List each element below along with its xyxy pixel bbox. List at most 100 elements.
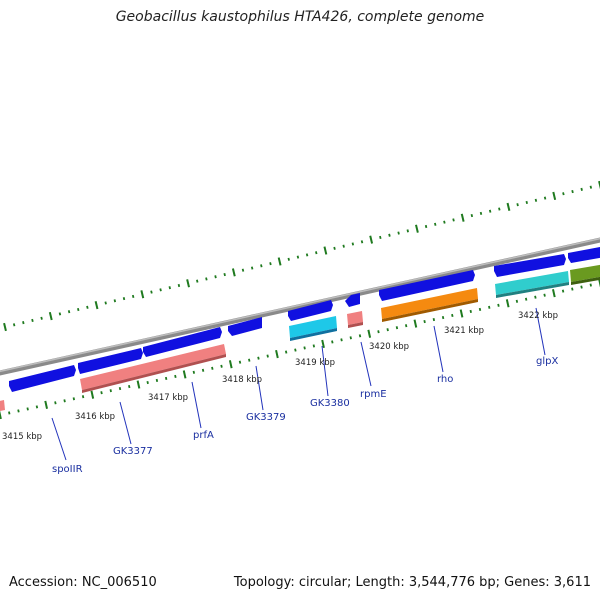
scale-tick	[340, 338, 343, 342]
scale-tick	[415, 224, 419, 233]
scale-tick	[561, 289, 565, 293]
scale-tick	[525, 200, 528, 205]
scale-tick	[515, 299, 519, 303]
feature-rrna[interactable]	[0, 400, 5, 412]
scale-tick	[196, 279, 199, 283]
scale-tick	[58, 312, 62, 316]
scale-tick	[260, 264, 263, 268]
scale-tick	[146, 380, 149, 385]
feature-arrow[interactable]	[78, 348, 143, 374]
scale-tick	[598, 278, 600, 288]
scale-tick	[478, 307, 482, 311]
gene-label[interactable]: GK3379	[246, 412, 286, 423]
feature-orange[interactable]	[381, 288, 478, 319]
scale-tick	[379, 235, 382, 240]
scale-tick	[269, 262, 272, 266]
scale-tick	[159, 288, 162, 292]
scale-tick	[404, 324, 408, 328]
scale-tick	[303, 346, 306, 350]
scale-tick	[228, 360, 233, 369]
scale-tick	[26, 407, 29, 411]
feature-pink-small[interactable]	[347, 311, 363, 325]
scale-tick	[90, 390, 95, 399]
scale-tick	[434, 222, 437, 226]
scale-tick	[275, 349, 279, 359]
scale-tick	[231, 268, 236, 277]
scale-tick	[351, 242, 355, 246]
scale-tick	[8, 411, 11, 415]
scale-label: 3421 kbp	[444, 326, 484, 336]
feature-arrow[interactable]	[143, 327, 222, 357]
feature-arrow[interactable]	[228, 317, 262, 336]
scale-tick	[552, 191, 557, 201]
scale-tick	[369, 235, 374, 244]
scale-tick	[136, 380, 141, 389]
feature-arrow[interactable]	[345, 293, 360, 307]
feature-cyan[interactable]	[289, 316, 337, 338]
scale-tick	[294, 348, 297, 352]
scale-tick	[223, 272, 226, 277]
scale-tick	[168, 286, 171, 290]
scale-tick	[40, 316, 43, 320]
scale-tick	[331, 340, 334, 344]
scale-tick	[118, 387, 122, 391]
lower-tick-track	[0, 278, 600, 420]
scale-tick	[182, 370, 187, 379]
scale-tick	[469, 309, 472, 313]
scale-tick	[211, 366, 214, 370]
scale-tick	[248, 358, 251, 362]
scale-tick	[349, 336, 352, 340]
accession-text: Accession: NC_006510	[9, 575, 157, 590]
scale-tick	[580, 187, 583, 191]
scale-tick	[470, 214, 474, 218]
feature-arrow[interactable]	[379, 270, 475, 301]
map-title: Geobacillus kaustophilus HTA426, complet…	[115, 9, 485, 25]
scale-tick	[131, 294, 135, 298]
scale-tick	[0, 410, 2, 420]
scale-tick	[122, 297, 126, 301]
scale-tick	[589, 185, 593, 189]
scale-tick	[388, 233, 391, 237]
scale-tick	[488, 209, 492, 213]
scale-tick	[342, 244, 345, 248]
feature-olive[interactable]	[570, 264, 600, 282]
scale-tick	[413, 319, 418, 328]
scale-tick	[241, 268, 245, 272]
scale-label: 3415 kbp	[2, 432, 42, 442]
gene-label[interactable]: rpmE	[360, 389, 387, 400]
scale-label: 3419 kbp	[295, 358, 335, 368]
gene-label[interactable]: prfA	[193, 430, 214, 441]
gene-label[interactable]: spoIIR	[52, 464, 83, 475]
scale-tick	[12, 323, 16, 327]
feature-teal[interactable]	[495, 271, 569, 295]
scale-label: 3422 kbp	[518, 311, 558, 321]
scale-tick	[589, 283, 592, 287]
scale-label: 3420 kbp	[369, 342, 409, 352]
scale-tick	[395, 326, 399, 330]
feature-arrow[interactable]	[9, 365, 76, 392]
scale-tick	[358, 334, 362, 338]
gene-label[interactable]: glpX	[536, 356, 558, 367]
scale-tick	[571, 189, 574, 194]
scale-tick	[580, 285, 583, 289]
scale-tick	[100, 391, 103, 395]
gene-label[interactable]: GK3380	[310, 398, 350, 409]
scale-tick	[177, 283, 181, 288]
scale-tick	[424, 224, 428, 229]
scale-tick	[479, 211, 483, 215]
gene-label[interactable]: rho	[437, 374, 453, 385]
scale-tick	[220, 364, 223, 368]
feature-arrow[interactable]	[288, 300, 333, 321]
scale-tick	[451, 313, 454, 318]
feature-arrow[interactable]	[568, 246, 600, 263]
gene-label[interactable]: GK3377	[113, 446, 153, 457]
scale-tick	[257, 356, 260, 360]
scale-tick	[67, 310, 71, 314]
scale-tick	[386, 328, 389, 332]
scale-tick	[201, 368, 205, 372]
feature-arrow[interactable]	[494, 254, 566, 277]
scale-tick	[534, 295, 537, 299]
feature-rrna[interactable]	[80, 344, 226, 390]
scale-tick	[534, 198, 538, 202]
scale-tick	[54, 401, 57, 405]
